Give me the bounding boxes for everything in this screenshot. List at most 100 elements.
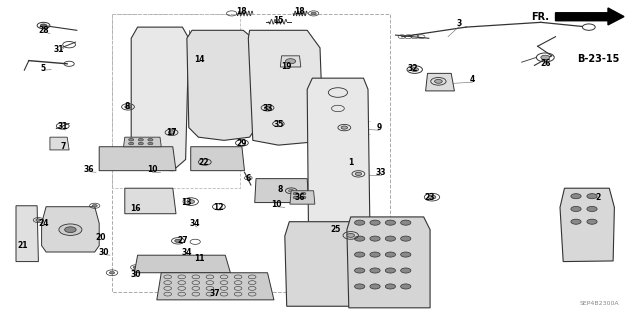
Text: 3: 3	[457, 19, 462, 28]
Circle shape	[129, 138, 134, 141]
Text: 18: 18	[294, 7, 305, 16]
Polygon shape	[560, 188, 614, 262]
Circle shape	[92, 204, 97, 207]
Text: 8: 8	[124, 102, 129, 111]
Polygon shape	[50, 137, 69, 150]
Circle shape	[129, 142, 134, 145]
Circle shape	[428, 195, 436, 199]
Polygon shape	[307, 78, 370, 236]
Text: 10: 10	[271, 200, 282, 209]
Text: 10: 10	[147, 165, 157, 174]
Polygon shape	[131, 27, 189, 171]
Polygon shape	[124, 137, 161, 147]
Text: 1: 1	[348, 158, 353, 167]
Circle shape	[587, 194, 597, 199]
Text: 19: 19	[282, 62, 292, 71]
Text: 34: 34	[190, 219, 200, 228]
Circle shape	[385, 268, 396, 273]
Circle shape	[59, 224, 82, 235]
Circle shape	[301, 192, 306, 195]
Circle shape	[138, 142, 143, 145]
Text: 35: 35	[273, 120, 284, 129]
Text: 32: 32	[408, 64, 418, 73]
Circle shape	[355, 236, 365, 241]
Circle shape	[355, 220, 365, 225]
Text: 5: 5	[41, 64, 46, 73]
Text: 13: 13	[182, 198, 192, 207]
Circle shape	[401, 252, 411, 257]
Polygon shape	[248, 30, 323, 145]
Text: 34: 34	[182, 248, 192, 256]
Text: 31: 31	[58, 122, 68, 130]
Circle shape	[385, 284, 396, 289]
Circle shape	[435, 79, 442, 83]
Circle shape	[587, 206, 597, 211]
Text: 12: 12	[214, 203, 224, 212]
Polygon shape	[285, 222, 371, 306]
Text: 4: 4	[470, 75, 475, 84]
Text: FR.: FR.	[531, 11, 549, 22]
Text: 29: 29	[237, 139, 247, 148]
Text: 15: 15	[273, 16, 284, 25]
Text: 37: 37	[209, 289, 220, 298]
Circle shape	[341, 126, 348, 129]
Circle shape	[289, 189, 294, 192]
Text: 22: 22	[198, 158, 209, 167]
Text: 8: 8	[278, 185, 283, 194]
Polygon shape	[426, 73, 454, 91]
Polygon shape	[347, 217, 430, 308]
Circle shape	[385, 220, 396, 225]
Circle shape	[138, 138, 143, 141]
Text: 6: 6	[246, 174, 251, 183]
Polygon shape	[191, 147, 244, 171]
Circle shape	[370, 284, 380, 289]
Circle shape	[133, 266, 138, 269]
Circle shape	[301, 196, 306, 199]
Circle shape	[385, 236, 396, 241]
Polygon shape	[16, 206, 38, 262]
Circle shape	[264, 106, 271, 109]
Polygon shape	[42, 207, 99, 252]
Polygon shape	[157, 273, 274, 300]
Text: 31: 31	[54, 45, 64, 54]
Circle shape	[285, 59, 296, 64]
Circle shape	[168, 131, 175, 134]
Circle shape	[65, 227, 76, 233]
Polygon shape	[99, 147, 176, 171]
Circle shape	[148, 142, 153, 145]
Text: 11: 11	[195, 254, 205, 263]
Circle shape	[401, 236, 411, 241]
Polygon shape	[187, 30, 256, 140]
Circle shape	[40, 24, 47, 27]
Text: 25: 25	[331, 225, 341, 234]
Circle shape	[125, 105, 131, 108]
Text: SEP4B2300A: SEP4B2300A	[580, 301, 620, 306]
Polygon shape	[125, 188, 176, 214]
Circle shape	[370, 252, 380, 257]
Circle shape	[355, 268, 365, 273]
Circle shape	[582, 24, 595, 30]
Text: 30: 30	[131, 270, 141, 279]
Circle shape	[355, 172, 362, 175]
Circle shape	[311, 12, 316, 15]
Text: 30: 30	[99, 248, 109, 256]
Circle shape	[385, 252, 396, 257]
Circle shape	[401, 220, 411, 225]
Text: 36: 36	[294, 193, 305, 202]
Text: 14: 14	[195, 55, 205, 63]
Text: 33: 33	[262, 104, 273, 113]
Circle shape	[411, 68, 419, 71]
Circle shape	[148, 138, 153, 141]
Circle shape	[36, 219, 41, 221]
Text: 26: 26	[540, 59, 550, 68]
Circle shape	[293, 192, 298, 195]
Circle shape	[293, 196, 298, 199]
Circle shape	[370, 220, 380, 225]
Circle shape	[571, 194, 581, 199]
Text: 16: 16	[131, 204, 141, 213]
Circle shape	[401, 284, 411, 289]
Text: 7: 7	[60, 142, 65, 151]
Circle shape	[571, 206, 581, 211]
Polygon shape	[134, 255, 230, 273]
Text: 20: 20	[96, 233, 106, 242]
